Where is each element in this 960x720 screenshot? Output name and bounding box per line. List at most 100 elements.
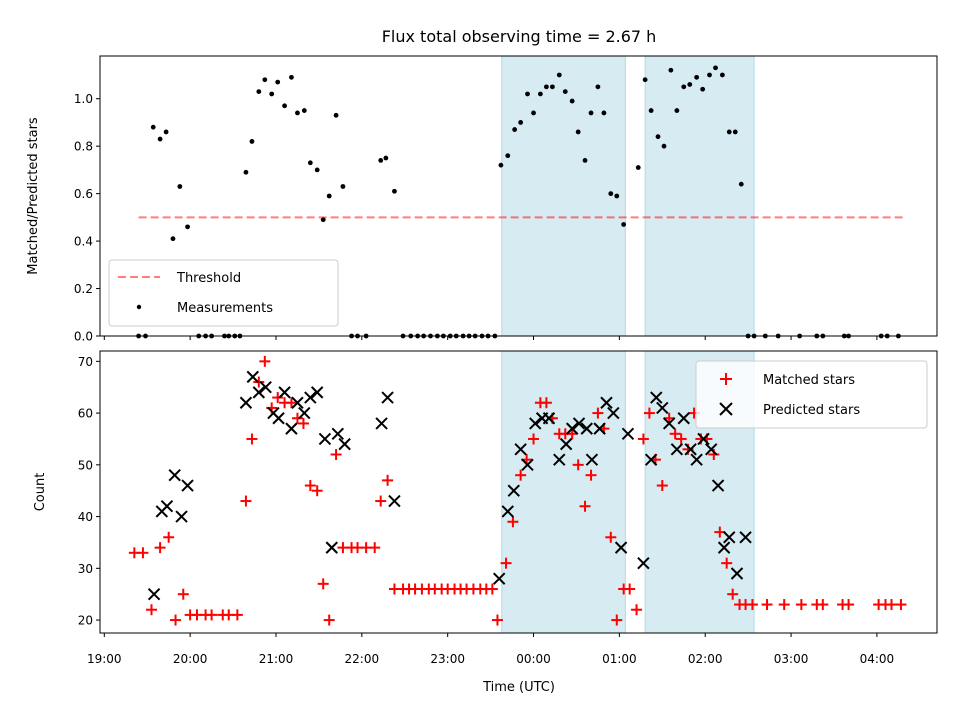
matched-star-point	[297, 417, 309, 429]
predicted-star-point	[304, 391, 317, 404]
measurement-point	[185, 224, 190, 230]
predicted-star-point	[521, 458, 534, 472]
x-tick-label: 00:00	[516, 652, 551, 666]
predicted-star-point	[181, 479, 194, 492]
matched-star-point	[491, 614, 503, 626]
matched-star-point	[656, 480, 668, 492]
matched-star-point	[304, 480, 316, 492]
bottom-legend-predicted-label: Predicted stars	[763, 403, 860, 418]
matched-star-point	[317, 578, 329, 590]
bottom-y-tick-label: 60	[78, 407, 93, 421]
measurement-point	[582, 158, 588, 163]
measurement-point	[289, 74, 294, 80]
measurement-point	[518, 120, 524, 125]
measurement-point	[505, 153, 511, 159]
measurement-point	[537, 91, 543, 97]
matched-star-point	[675, 433, 687, 445]
matched-star-point	[895, 599, 907, 611]
predicted-star-point	[690, 453, 703, 466]
predicted-star-point	[677, 412, 690, 425]
predicted-star-point	[572, 417, 586, 430]
measurement-point	[719, 72, 725, 78]
x-tick-label: 22:00	[345, 652, 380, 666]
predicted-star-point	[697, 432, 710, 446]
bottom-shaded-band	[501, 350, 626, 634]
matched-star-point	[886, 599, 898, 611]
predicted-star-point	[147, 587, 161, 601]
matched-star-point	[624, 583, 636, 595]
matched-star-point	[605, 531, 617, 543]
matched-star-point	[507, 516, 519, 528]
predicted-star-point	[529, 417, 542, 430]
predicted-star-point	[542, 412, 556, 425]
measurement-point	[694, 74, 700, 80]
predicted-star-point	[723, 531, 736, 544]
predicted-star-point	[656, 401, 669, 415]
bottom-y-tick-label: 20	[78, 614, 93, 628]
predicted-star-point	[381, 391, 394, 404]
x-tick-label: 02:00	[688, 652, 723, 666]
matched-star-point	[253, 376, 265, 388]
measurement-point	[512, 127, 518, 132]
predicted-star-point	[501, 505, 514, 518]
predicted-star-point	[600, 396, 613, 409]
x-tick-label: 20:00	[173, 652, 208, 666]
matched-star-point	[579, 500, 591, 512]
predicted-star-point	[684, 443, 697, 456]
measurement-point	[562, 89, 568, 94]
measurement-point	[556, 72, 562, 78]
predicted-star-point	[644, 453, 658, 466]
matched-star-point	[154, 542, 166, 554]
measurement-point	[732, 129, 738, 135]
predicted-star-point	[711, 479, 725, 492]
measurement-point	[608, 191, 614, 197]
matched-star-point	[163, 531, 175, 543]
matched-star-point	[137, 547, 149, 559]
matched-star-point	[843, 599, 855, 611]
predicted-star-point	[650, 391, 663, 404]
top-legend: Threshold Measurements	[108, 259, 339, 327]
predicted-star-point	[259, 381, 272, 394]
predicted-star-point	[278, 386, 291, 399]
bottom-y-tick-label: 70	[78, 355, 93, 369]
measurement-point	[588, 110, 594, 116]
predicted-star-point	[325, 541, 338, 554]
top-shaded-bands	[501, 55, 755, 337]
predicted-star-point	[160, 500, 174, 513]
matched-star-point	[643, 407, 655, 419]
matched-star-point	[311, 485, 323, 497]
measurement-point	[150, 124, 156, 130]
matched-star-point	[540, 397, 552, 409]
measurement-point	[713, 65, 718, 71]
matched-star-point	[272, 392, 284, 404]
predicted-star-point	[310, 386, 324, 399]
matched-star-point	[817, 599, 829, 611]
bottom-legend-matched-label: Matched stars	[763, 373, 855, 388]
predicted-star-point	[168, 468, 181, 482]
matched-star-point	[566, 428, 578, 440]
matched-star-point	[727, 588, 739, 600]
bottom-y-axis-label: Count	[33, 473, 48, 512]
matched-star-point	[259, 355, 271, 367]
x-tick-label: 23:00	[430, 652, 465, 666]
measurement-point	[498, 162, 504, 168]
bottom-legend-box	[695, 360, 928, 429]
matched-star-point	[515, 469, 527, 481]
predicted-star-point	[670, 443, 684, 456]
predicted-star-point	[621, 427, 635, 440]
bottom-x-axis-label: Time (UTC)	[482, 680, 555, 695]
top-y-tick-label: 0.2	[74, 282, 93, 296]
chart-title: Flux total observing time = 2.67 h	[382, 27, 657, 46]
measurement-point	[340, 184, 346, 189]
measurement-point	[687, 82, 693, 87]
measurement-point	[575, 129, 581, 135]
x-tick-label: 03:00	[774, 652, 809, 666]
predicted-star-point	[593, 422, 606, 435]
measurement-point	[544, 84, 549, 90]
predicted-star-point	[662, 417, 676, 430]
measurement-point	[525, 91, 530, 97]
measurement-point	[681, 84, 687, 90]
top-x-ticks	[103, 336, 878, 340]
measurement-point	[569, 98, 575, 104]
x-tick-label: 21:00	[259, 652, 294, 666]
